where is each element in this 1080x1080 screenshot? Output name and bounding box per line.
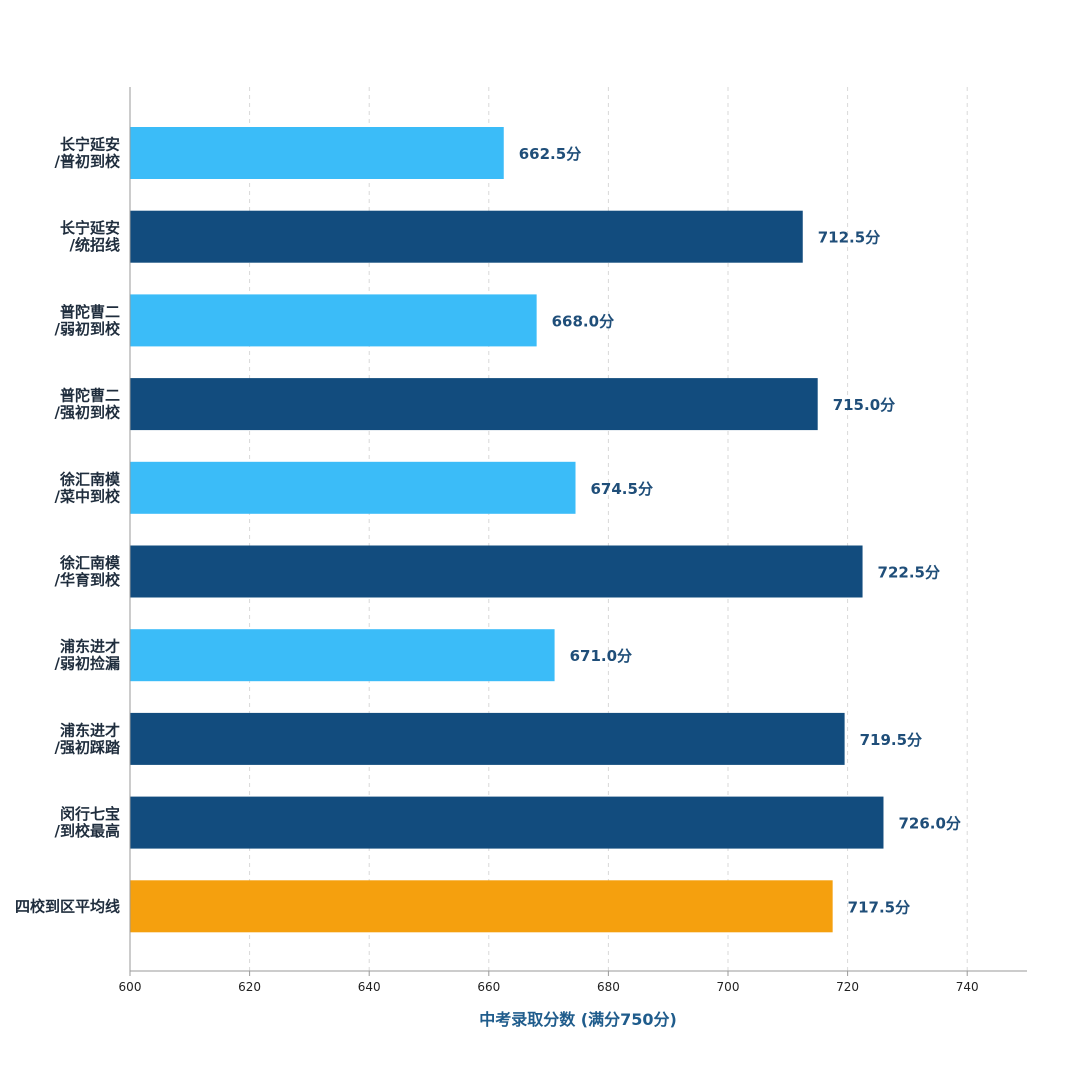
bar-value-label: 668.0分	[552, 312, 614, 330]
category-label-line: /到校最高	[55, 822, 120, 840]
x-tick-label: 700	[717, 980, 740, 994]
category-label-line: 普陀曹二	[60, 303, 120, 321]
bar-value-label: 722.5分	[878, 564, 940, 582]
category-label: 徐汇南模/菜中到校	[55, 470, 121, 505]
category-label-line: 浦东进才	[60, 721, 120, 739]
x-tick-label: 680	[597, 980, 620, 994]
bar	[130, 378, 818, 431]
category-label-line: 四校到区平均线	[15, 897, 120, 915]
category-label-line: 普陀曹二	[60, 387, 120, 405]
category-label-line: /强初踩踏	[55, 738, 121, 756]
axes: 600 620 640 660 680 700 720 740	[119, 87, 1027, 994]
x-tick-label: 740	[956, 980, 979, 994]
category-label-line: /华育到校	[55, 571, 121, 589]
category-label-line: 长宁延安	[60, 136, 120, 154]
category-label-line: /弱初到校	[55, 320, 121, 338]
bars	[130, 127, 884, 933]
x-tick-label: 640	[358, 980, 381, 994]
category-label: 徐汇南模/华育到校	[55, 554, 121, 589]
labels: 662.5分长宁延安/普初到校712.5分长宁延安/统招线668.0分普陀曹二/…	[15, 136, 961, 917]
bar-value-label: 719.5分	[860, 731, 922, 749]
category-label-line: 长宁延安	[60, 219, 120, 237]
bar-value-label: 662.5分	[519, 145, 581, 163]
x-axis-title: 中考录取分数 (满分750分)	[479, 1010, 677, 1029]
bar	[130, 127, 504, 179]
x-tick-label: 620	[238, 980, 261, 994]
category-label: 四校到区平均线	[15, 897, 120, 915]
bar-value-label: 674.5分	[591, 480, 653, 498]
bar	[130, 712, 845, 765]
category-label: 长宁延安/普初到校	[55, 136, 121, 171]
category-label-line: /普初到校	[55, 153, 121, 171]
bar-value-label: 671.0分	[570, 647, 632, 665]
bar	[130, 294, 537, 347]
category-label: 浦东进才/弱初捡漏	[55, 638, 120, 673]
category-label-line: /统招线	[70, 236, 120, 254]
category-label-line: 闵行七宝	[60, 805, 120, 823]
bar	[130, 880, 833, 933]
category-label-line: 徐汇南模	[59, 470, 121, 488]
bar-value-label: 726.0分	[898, 815, 960, 833]
bar	[130, 545, 863, 598]
category-label: 闵行七宝/到校最高	[55, 805, 120, 840]
bar-value-label: 715.0分	[833, 396, 895, 414]
category-label: 浦东进才/强初踩踏	[55, 721, 121, 756]
category-label: 普陀曹二/强初到校	[55, 387, 121, 422]
bar	[130, 629, 555, 682]
category-label-line: 徐汇南模	[59, 554, 121, 572]
category-label-line: 浦东进才	[60, 638, 120, 656]
bar	[130, 461, 576, 514]
category-label-line: /强初到校	[55, 404, 121, 422]
bar	[130, 796, 884, 849]
category-label: 普陀曹二/弱初到校	[55, 303, 121, 338]
category-label-line: /菜中到校	[55, 487, 121, 505]
bar-value-label: 712.5分	[818, 229, 880, 247]
category-label: 长宁延安/统招线	[60, 219, 120, 254]
bar-value-label: 717.5分	[848, 898, 910, 916]
x-tick-label: 720	[836, 980, 859, 994]
x-tick-label: 660	[477, 980, 500, 994]
category-label-line: /弱初捡漏	[55, 655, 120, 673]
x-tick-label: 600	[119, 980, 142, 994]
bar	[130, 210, 803, 263]
